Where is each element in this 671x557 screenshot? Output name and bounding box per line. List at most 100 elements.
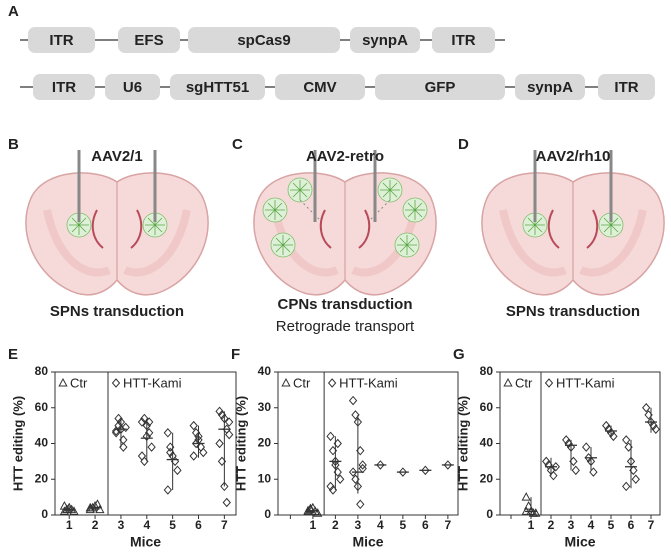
point bbox=[358, 463, 367, 474]
point bbox=[313, 508, 323, 517]
point bbox=[336, 474, 345, 485]
point bbox=[119, 435, 128, 445]
element-label: ITR bbox=[614, 79, 638, 96]
legend-marker bbox=[281, 377, 291, 387]
point bbox=[142, 420, 151, 431]
y-tick-label: 30 bbox=[258, 400, 272, 414]
point bbox=[224, 429, 234, 440]
point bbox=[348, 395, 358, 406]
point bbox=[622, 481, 631, 492]
panel-label: B bbox=[8, 136, 19, 153]
point bbox=[173, 465, 182, 476]
element-label: sgHTT51 bbox=[186, 79, 249, 96]
point bbox=[222, 497, 231, 508]
point bbox=[217, 456, 227, 467]
element-box bbox=[33, 74, 95, 100]
point bbox=[398, 467, 408, 477]
x-tick-label: 2 bbox=[92, 518, 99, 532]
point bbox=[651, 424, 660, 434]
panel-label: G bbox=[453, 346, 465, 363]
point bbox=[142, 431, 151, 442]
panel-label: E bbox=[8, 346, 18, 363]
y-tick-label: 40 bbox=[480, 436, 494, 450]
x-tick-label: 1 bbox=[310, 518, 317, 532]
element-box bbox=[515, 74, 585, 100]
point bbox=[220, 413, 229, 424]
x-tick-label: 6 bbox=[195, 518, 202, 532]
element-label: synpA bbox=[362, 32, 408, 49]
point bbox=[358, 460, 367, 470]
point bbox=[602, 420, 611, 431]
point bbox=[328, 485, 338, 495]
point bbox=[606, 428, 616, 438]
point bbox=[521, 492, 531, 501]
panel-label: C bbox=[232, 136, 243, 153]
x-axis-label: Mice bbox=[130, 534, 161, 550]
y-tick-label: 40 bbox=[35, 436, 49, 450]
point bbox=[631, 474, 640, 485]
point bbox=[551, 461, 560, 472]
x-tick-label: 5 bbox=[169, 518, 176, 532]
y-tick-label: 40 bbox=[258, 364, 272, 378]
x-tick-label: 3 bbox=[568, 518, 575, 532]
caption: SPNs transduction bbox=[506, 303, 640, 320]
point bbox=[589, 467, 598, 477]
point bbox=[549, 470, 558, 481]
plot-frame bbox=[499, 371, 661, 516]
point bbox=[531, 508, 541, 517]
point bbox=[189, 420, 198, 431]
brain-d bbox=[482, 150, 664, 295]
y-tick-label: 20 bbox=[258, 436, 272, 450]
point bbox=[85, 502, 95, 512]
point bbox=[194, 431, 203, 442]
point bbox=[328, 445, 338, 456]
point bbox=[114, 420, 123, 431]
element-label: ITR bbox=[49, 32, 73, 49]
point bbox=[145, 417, 154, 427]
plot-frame bbox=[54, 371, 237, 516]
point bbox=[642, 402, 651, 413]
point bbox=[351, 410, 360, 420]
element-label: GFP bbox=[425, 79, 456, 96]
y-tick-label: 0 bbox=[41, 507, 48, 521]
point bbox=[626, 456, 636, 467]
brain-b bbox=[26, 150, 208, 295]
x-tick-label: 4 bbox=[588, 518, 595, 532]
point bbox=[215, 438, 224, 449]
x-tick-label: 7 bbox=[221, 518, 228, 532]
point bbox=[331, 456, 340, 467]
x-tick-label: 3 bbox=[355, 518, 362, 532]
x-axis-label: Mice bbox=[352, 534, 383, 550]
brain-c bbox=[254, 150, 436, 295]
legend-marker bbox=[58, 377, 68, 387]
panel-label: F bbox=[231, 346, 240, 363]
point bbox=[220, 481, 229, 492]
y-axis-label: HTT editing (%) bbox=[10, 396, 25, 491]
panel-label: D bbox=[458, 136, 469, 153]
element-box bbox=[28, 27, 95, 53]
element-box bbox=[375, 74, 505, 100]
point bbox=[199, 447, 208, 458]
y-axis-label: HTT editing (%) bbox=[455, 396, 470, 491]
point bbox=[562, 435, 571, 445]
element-box bbox=[188, 27, 340, 53]
point bbox=[586, 456, 596, 467]
panel-title: AAV2-retro bbox=[306, 148, 384, 165]
point bbox=[62, 504, 72, 514]
element-box bbox=[598, 74, 655, 100]
point bbox=[604, 424, 613, 434]
element-label: synpA bbox=[527, 79, 573, 96]
y-tick-label: 0 bbox=[264, 507, 271, 521]
point bbox=[582, 442, 591, 452]
element-box bbox=[105, 74, 160, 100]
point bbox=[566, 442, 576, 452]
element-box bbox=[118, 27, 180, 53]
panel-label: A bbox=[8, 3, 19, 20]
point bbox=[353, 417, 363, 427]
x-tick-label: 1 bbox=[66, 518, 73, 532]
x-tick-label: 7 bbox=[445, 518, 452, 532]
point bbox=[542, 456, 551, 467]
element-box bbox=[350, 27, 420, 53]
point bbox=[353, 481, 363, 492]
